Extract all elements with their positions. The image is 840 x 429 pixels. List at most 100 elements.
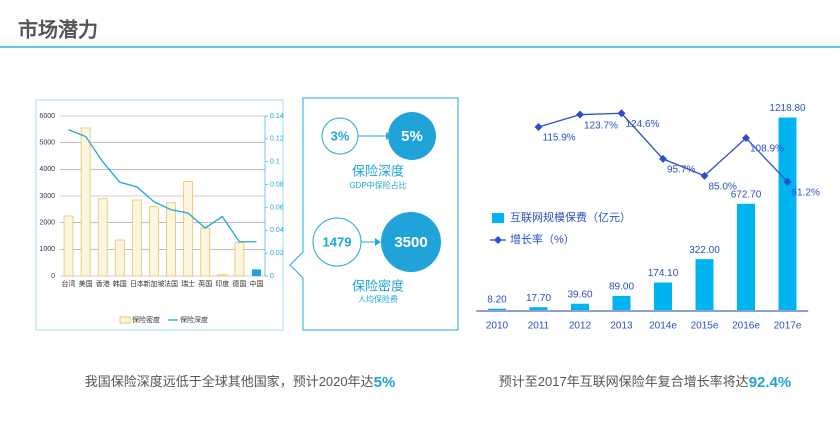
bar bbox=[571, 303, 589, 310]
value-label: 174.10 bbox=[648, 268, 679, 279]
x-tick-label: 瑞士 bbox=[181, 279, 195, 288]
x-tick-label: 2016e bbox=[732, 321, 760, 332]
value-label: 124.6% bbox=[626, 119, 660, 130]
value-label: 95.7% bbox=[667, 165, 695, 176]
value-label: 672.70 bbox=[731, 189, 762, 200]
x-tick-label: 2012 bbox=[569, 321, 592, 332]
bar bbox=[80, 127, 91, 277]
bar bbox=[183, 180, 194, 277]
y2-tick-label: 0.12 bbox=[270, 136, 284, 143]
x-tick-label: 香港 bbox=[96, 279, 110, 288]
legend-label: 保险深度 bbox=[180, 315, 208, 324]
label: 保险深度 bbox=[352, 163, 404, 178]
y-tick-label: 1000 bbox=[39, 246, 55, 253]
bar bbox=[529, 307, 548, 310]
y-tick-label: 4000 bbox=[39, 166, 55, 173]
x-tick-label: 2010 bbox=[486, 321, 509, 332]
y2-tick-label: 0.08 bbox=[270, 181, 284, 188]
bar bbox=[612, 295, 631, 310]
y-tick-label: 5000 bbox=[39, 140, 55, 147]
marker bbox=[659, 154, 667, 163]
y2-tick-label: 0.02 bbox=[270, 250, 284, 257]
arrow-head bbox=[375, 238, 381, 246]
value-label: 17.70 bbox=[526, 293, 551, 304]
marker bbox=[742, 134, 750, 143]
bar bbox=[251, 269, 261, 276]
bar bbox=[217, 274, 228, 277]
x-tick-label: 法国 bbox=[164, 279, 178, 288]
x-tick-label: 日本 bbox=[130, 279, 144, 288]
value-label: 39.60 bbox=[567, 289, 592, 300]
circle bbox=[388, 112, 436, 160]
sublabel: GDP中保险占比 bbox=[349, 180, 406, 190]
x-tick-label: 2017e bbox=[774, 321, 802, 332]
x-tick-label: 中国 bbox=[249, 279, 263, 288]
bar bbox=[149, 206, 159, 277]
from: 3% bbox=[331, 128, 350, 143]
value-label: 81.2% bbox=[792, 187, 820, 198]
x-tick-label: 印度 bbox=[215, 279, 229, 288]
from: 1479 bbox=[323, 234, 352, 249]
diagram-frame bbox=[289, 97, 459, 331]
circle bbox=[381, 212, 441, 272]
caption-emphasis: 92.4% bbox=[749, 374, 792, 391]
legend-label: 保险密度 bbox=[132, 315, 160, 324]
bar bbox=[166, 202, 176, 277]
y2-tick-label: 0.06 bbox=[270, 204, 284, 211]
bar bbox=[488, 308, 506, 310]
bar bbox=[778, 117, 797, 310]
x-tick-label: 英国 bbox=[198, 279, 212, 288]
caption: 我国保险深度远低于全球其他国家，预计2020年达5% bbox=[85, 374, 396, 391]
legend-swatch bbox=[492, 213, 504, 223]
value-label: 123.7% bbox=[584, 120, 618, 131]
arrow-head bbox=[386, 132, 392, 140]
bar bbox=[234, 242, 245, 277]
y2-tick-label: 0.14 bbox=[270, 113, 284, 120]
y-tick-label: 6000 bbox=[39, 113, 55, 120]
x-tick-label: 台湾 bbox=[62, 279, 76, 288]
value-label: 8.20 bbox=[487, 294, 507, 305]
caption: 预计至2017年互联网保险年复合增长率将达92.4% bbox=[499, 374, 791, 391]
marker bbox=[700, 171, 709, 180]
y-tick-label: 0 bbox=[51, 273, 55, 280]
value-label: 89.00 bbox=[609, 282, 634, 293]
x-tick-label: 德国 bbox=[232, 279, 246, 288]
x-tick-label: 2011 bbox=[528, 321, 550, 332]
y-tick-label: 3000 bbox=[39, 193, 55, 200]
marker bbox=[534, 123, 543, 131]
x-tick-label: 美国 bbox=[79, 279, 93, 288]
legend-swatch bbox=[119, 316, 131, 324]
y2-tick-label: 0.04 bbox=[270, 227, 284, 234]
caption-text: 我国保险深度远低于全球其他国家，预计2020年达 bbox=[85, 374, 374, 389]
caption-emphasis: 5% bbox=[374, 374, 396, 391]
caption-text: 预计至2017年互联网保险年复合增长率将达 bbox=[499, 374, 749, 389]
bar bbox=[737, 203, 755, 310]
value-label: 85.0% bbox=[709, 181, 737, 192]
x-tick-label: 2014e bbox=[649, 321, 677, 332]
value-label: 322.00 bbox=[689, 245, 720, 256]
marker bbox=[576, 110, 584, 119]
marker bbox=[617, 109, 626, 118]
legend-label: 互联网规模保费（亿元） bbox=[510, 210, 631, 224]
x-tick-label: 韩国 bbox=[113, 279, 127, 288]
legend-marker bbox=[494, 236, 502, 244]
y2-tick-label: 0.1 bbox=[270, 159, 280, 166]
value-label: 1218.80 bbox=[769, 103, 806, 114]
bar bbox=[131, 199, 142, 277]
x-tick-label: 2015e bbox=[691, 321, 719, 332]
x-tick-label: 2013 bbox=[610, 321, 633, 332]
label: 保险密度 bbox=[352, 278, 404, 293]
to: 5% bbox=[401, 128, 423, 145]
sublabel: 人均保险费 bbox=[358, 294, 398, 304]
title: 市场潜力 bbox=[18, 17, 98, 41]
bar bbox=[200, 227, 211, 277]
x-tick-label: 新加坡 bbox=[143, 279, 164, 288]
line bbox=[68, 129, 257, 243]
bar bbox=[654, 282, 672, 310]
value-label: 115.9% bbox=[543, 133, 576, 144]
legend-label: 增长率（%） bbox=[510, 232, 575, 246]
to: 3500 bbox=[394, 234, 427, 251]
bar bbox=[695, 259, 714, 310]
y-tick-label: 2000 bbox=[39, 220, 55, 227]
bar bbox=[97, 198, 108, 277]
